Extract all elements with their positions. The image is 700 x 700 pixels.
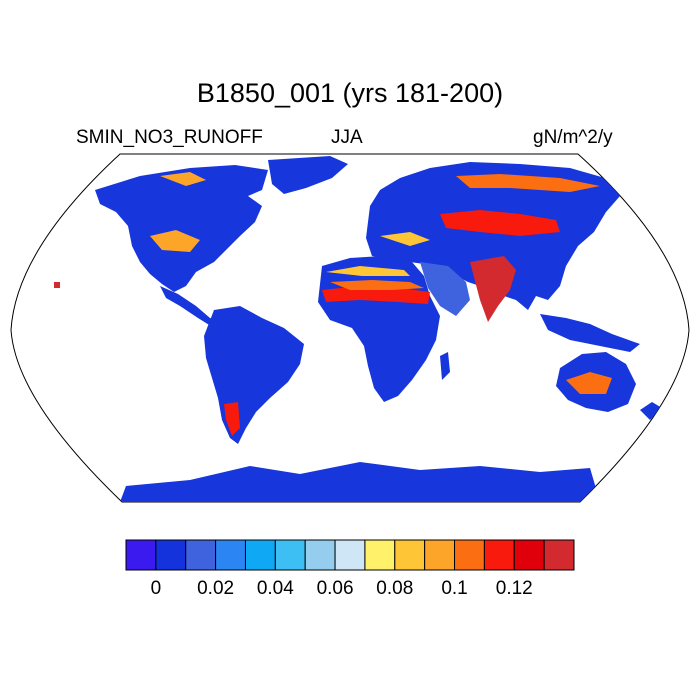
colorbar-tick-label: 0.02 [197, 578, 234, 599]
colorbar-swatch [483, 539, 515, 571]
colorbar-tick-label: 0.1 [441, 578, 467, 599]
india-landmass [470, 256, 516, 322]
southeast-asia-islands [540, 314, 640, 352]
colorbar-swatch [424, 539, 456, 571]
colorbar-swatch [454, 539, 485, 571]
madagascar-landmass [440, 352, 450, 380]
colorbar-tick-label: 0.12 [496, 578, 533, 599]
colorbar-swatch [185, 539, 217, 571]
colorbar-swatch [543, 539, 575, 571]
colorbar-swatch [125, 539, 157, 571]
colorbar-tick-label: 0 [151, 578, 162, 599]
colorbar-swatch [394, 539, 426, 571]
colorbar-swatch [513, 539, 545, 571]
colorbar-swatch [364, 539, 396, 571]
map-title: B1850_001 (yrs 181-200) [196, 78, 504, 108]
units-label: gN/m^2/y [533, 127, 613, 148]
season-label: JJA [331, 127, 363, 148]
high-value-regions [54, 172, 612, 436]
eurasia-landmass [366, 162, 620, 310]
variable-label: SMIN_NO3_RUNOFF [76, 127, 263, 148]
greenland-landmass [268, 156, 348, 194]
colorbar-swatch [304, 539, 336, 571]
new-zealand-landmass [640, 402, 662, 420]
colorbar-swatch [274, 539, 306, 571]
arabia-landmass [420, 262, 470, 316]
colorbar-tick-label: 0.04 [257, 578, 294, 599]
colorbar-swatch [155, 539, 187, 571]
north-america-landmass [95, 165, 268, 292]
central-america-landmass [160, 286, 222, 328]
antarctica-landmass [120, 462, 600, 502]
colorbar-tick-label: 0.08 [376, 578, 413, 599]
colorbar-swatch [244, 539, 276, 571]
colorbar-swatch [334, 539, 366, 571]
colorbar-tick-label: 0.06 [317, 578, 354, 599]
colorbar-swatch [215, 539, 246, 571]
